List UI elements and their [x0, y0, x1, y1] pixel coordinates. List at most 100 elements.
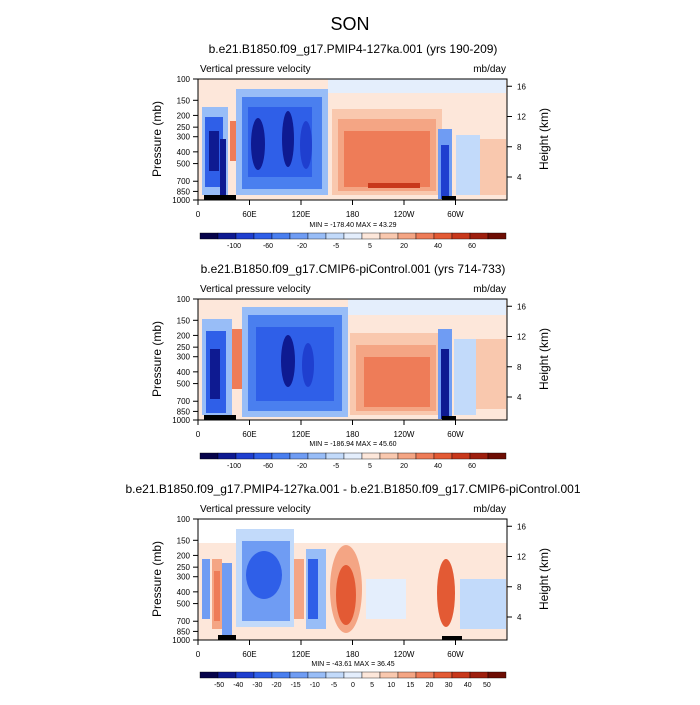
y-tick-label: 200	[177, 551, 191, 560]
panel-3: b.e21.B1850.f09_g17.PMIP4-127ka.001 - b.…	[126, 482, 581, 689]
descent-core	[368, 183, 420, 188]
x-tick-label: 0	[196, 650, 201, 659]
panel-2-y2label: Height (km)	[537, 328, 551, 390]
y-tick-label: 100	[177, 75, 191, 84]
panel-1-x-axis: 0 60E 120E 180 120W 60W	[196, 200, 464, 219]
colorbar-box	[487, 671, 507, 679]
colorbar-label: 30	[445, 682, 453, 689]
panel-3-x-axis: 0 60E 120E 180 120W 60W	[196, 640, 464, 659]
colorbar-box	[307, 452, 327, 460]
colorbar-box	[361, 232, 381, 240]
x-tick-label: 0	[196, 210, 201, 219]
ascent-core	[282, 111, 294, 167]
colorbar-box	[235, 671, 255, 679]
colorbar-box	[397, 452, 417, 460]
y2-tick-label: 12	[517, 553, 526, 562]
panel-2-colorbar: -100 -60 -20 -5 5 20 40 60	[199, 452, 507, 470]
panel-2-ylabel: Pressure (mb)	[150, 321, 164, 397]
y-tick-label: 700	[177, 177, 191, 186]
x-tick-label: 60E	[242, 210, 256, 219]
colorbar-label: -5	[331, 682, 337, 689]
descent-region	[232, 329, 242, 389]
colorbar-box	[325, 671, 345, 679]
colorbar-label: -20	[297, 463, 307, 470]
colorbar-label: 15	[406, 682, 414, 689]
y-tick-label: 250	[177, 123, 191, 132]
y-tick-label: 100	[177, 515, 191, 524]
colorbar-box	[415, 671, 435, 679]
colorbar-box	[307, 671, 327, 679]
y-tick-label: 200	[177, 111, 191, 120]
colorbar-box	[271, 671, 291, 679]
colorbar-box	[415, 232, 435, 240]
y-tick-label: 400	[177, 588, 191, 597]
y-tick-label: 850	[177, 407, 191, 416]
colorbar-label: -100	[227, 243, 241, 250]
y-tick-label: 1000	[172, 416, 190, 425]
ascent-region	[209, 131, 219, 171]
descent-region	[364, 357, 430, 407]
colorbar-label: -50	[214, 682, 224, 689]
y2-tick-label: 4	[517, 613, 522, 622]
colorbar-box	[397, 232, 417, 240]
y-tick-label: 500	[177, 160, 191, 169]
y-tick-label: 1000	[172, 636, 190, 645]
colorbar-label: -20	[271, 682, 281, 689]
colorbar-box	[289, 232, 309, 240]
y-tick-label: 850	[177, 187, 191, 196]
y2-tick-label: 8	[517, 583, 522, 592]
page-title: SON	[330, 14, 369, 34]
colorbar-box	[253, 671, 273, 679]
x-tick-label: 120W	[394, 210, 415, 219]
topography	[204, 415, 236, 420]
panel-1: b.e21.B1850.f09_g17.PMIP4-127ka.001 (yrs…	[150, 42, 551, 250]
colorbar-box	[235, 232, 255, 240]
x-tick-label: 120W	[394, 430, 415, 439]
panel-1-ylabel: Pressure (mb)	[150, 101, 164, 177]
colorbar-box	[253, 232, 273, 240]
y2-tick-label: 4	[517, 393, 522, 402]
ascent-core	[300, 121, 312, 169]
y-tick-label: 250	[177, 563, 191, 572]
ascent-region	[441, 145, 449, 199]
x-tick-label: 0	[196, 430, 201, 439]
colorbar-label: 5	[370, 682, 374, 689]
colorbar-label: -20	[297, 243, 307, 250]
panel-1-left-label: Vertical pressure velocity	[200, 64, 311, 75]
colorbar-box	[451, 452, 471, 460]
colorbar-label: -10	[310, 682, 320, 689]
y-tick-label: 500	[177, 380, 191, 389]
panel-3-title: b.e21.B1850.f09_g17.PMIP4-127ka.001 - b.…	[126, 482, 581, 496]
colorbar-box	[469, 232, 489, 240]
colorbar-label: -100	[227, 463, 241, 470]
colorbar-box	[325, 452, 345, 460]
ascent-region	[366, 579, 406, 619]
ascent-region	[256, 327, 334, 401]
descent-region	[230, 121, 236, 161]
x-tick-label: 120W	[394, 650, 415, 659]
x-tick-label: 60E	[242, 650, 256, 659]
y-tick-label: 700	[177, 397, 191, 406]
colorbar-label: -40	[233, 682, 243, 689]
colorbar-label: -15	[291, 682, 301, 689]
colorbar-box	[235, 452, 255, 460]
colorbar-box	[487, 452, 507, 460]
colorbar-box	[451, 232, 471, 240]
x-tick-label: 180	[346, 430, 360, 439]
colorbar-box	[433, 452, 453, 460]
panel-3-ylabel: Pressure (mb)	[150, 541, 164, 617]
y-tick-label: 150	[177, 536, 191, 545]
y-tick-label: 400	[177, 148, 191, 157]
panel-2-stats: MIN = -186.94 MAX = 45.60	[309, 441, 396, 448]
colorbar-box	[361, 671, 381, 679]
x-tick-label: 120E	[292, 650, 311, 659]
ascent-region	[202, 559, 210, 619]
colorbar-label: 20	[400, 243, 408, 250]
y-tick-label: 850	[177, 627, 191, 636]
ascent-region	[460, 579, 506, 629]
y-tick-label: 500	[177, 600, 191, 609]
y2-tick-label: 8	[517, 363, 522, 372]
ascent-region	[328, 79, 506, 93]
panel-2-plot	[197, 298, 508, 421]
x-tick-label: 60W	[447, 650, 464, 659]
